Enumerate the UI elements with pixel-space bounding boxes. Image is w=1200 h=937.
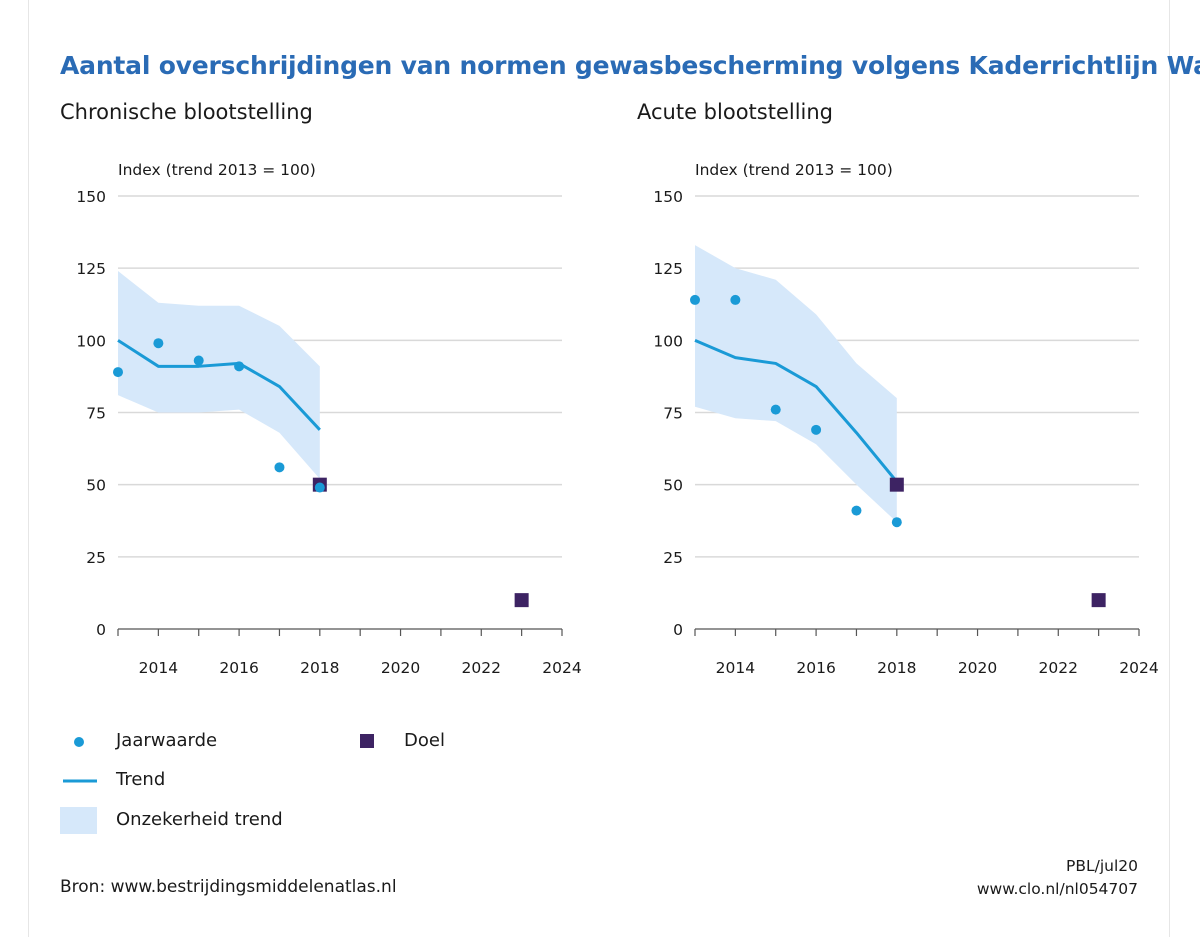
panel-title-chronisch: Chronische blootstelling <box>60 100 313 124</box>
panel-1-y-tick-label: 100 <box>76 332 106 350</box>
panel-2-x-tick-label: 2014 <box>716 659 755 677</box>
panel-2-x-tick-label: 2022 <box>1039 659 1078 677</box>
panel-1-jaarwaarde-point <box>153 338 164 349</box>
credit-text: PBL/jul20 <box>1066 857 1138 875</box>
panel-1-jaarwaarde-point <box>193 355 204 366</box>
panel-1-y-axis-label: Index (trend 2013 = 100) <box>118 161 316 179</box>
panel-2-trend-line <box>694 338 898 483</box>
legend-doel-marker <box>360 734 374 748</box>
panel-1-jaarwaarde-point <box>314 482 325 493</box>
panel-2-x-tick-label: 2018 <box>877 659 916 677</box>
panel-1-y-tick-label: 25 <box>86 549 106 567</box>
clo-url-text: www.clo.nl/nl054707 <box>976 880 1138 898</box>
legend-trend-label: Trend <box>116 769 166 790</box>
panel-1-x-tick-label: 2020 <box>381 659 420 677</box>
panel-2-jaarwaarde-point <box>891 517 902 528</box>
panel-2-uncertainty-band <box>695 245 897 523</box>
panel-2-y-tick-label: 150 <box>653 188 683 206</box>
panel-1-jaarwaarde-point <box>274 462 285 473</box>
chart-title: Aantal overschrijdingen van normen gewas… <box>60 51 1200 80</box>
panel-2-jaarwaarde-point <box>770 404 781 415</box>
panel-2-y-tick-label: 50 <box>663 477 683 495</box>
panel-1-y-tick-label: 50 <box>86 477 106 495</box>
panel-1-trend-line <box>117 339 321 431</box>
legend-jaarwaarde-marker <box>74 737 84 747</box>
chart-frame <box>28 0 1170 937</box>
panel-2-y-tick-label: 25 <box>663 549 683 567</box>
source-text: Bron: www.bestrijdingsmiddelenatlas.nl <box>60 877 397 897</box>
panel-2-jaarwaarde-point <box>690 294 700 305</box>
panel-2-y-tick-label: 0 <box>673 621 683 639</box>
panel-2-x-tick-label: 2020 <box>958 659 997 677</box>
panel-1-y-tick-label: 125 <box>76 260 106 278</box>
panel-2-x-tick-label: 2016 <box>796 659 835 677</box>
panel-2-x-tick-label: 2024 <box>1119 659 1158 677</box>
panel-2-jaarwaarde-point <box>811 424 822 435</box>
panel-2-y-tick-label: 100 <box>653 332 683 350</box>
panel-1-y-tick-label: 0 <box>96 621 106 639</box>
panel-2-goal-marker <box>889 477 904 492</box>
legend-onzekerheid-label: Onzekerheid trend <box>116 809 283 830</box>
panel-2-goal-marker <box>1091 593 1106 608</box>
panel-1-x-tick-label: 2022 <box>462 659 501 677</box>
panel-1-x-tick-label: 2024 <box>542 659 581 677</box>
panel-1-x-tick-label: 2014 <box>139 659 178 677</box>
legend-doel-label: Doel <box>404 730 445 751</box>
panel-1-y-tick-label: 150 <box>76 188 106 206</box>
panel-1-jaarwaarde-point <box>234 361 245 372</box>
panel-1-uncertainty-band <box>118 271 320 479</box>
panel-2-y-axis-label: Index (trend 2013 = 100) <box>695 161 893 179</box>
panel-1-x-tick-label: 2018 <box>300 659 339 677</box>
panel-1-jaarwaarde-point <box>113 367 123 378</box>
panel-2-jaarwaarde-point <box>851 505 862 516</box>
panel-1-y-tick-label: 75 <box>86 405 106 423</box>
panel-2-y-tick-label: 125 <box>653 260 683 278</box>
panel-1-x-tick-label: 2016 <box>219 659 258 677</box>
panel-2-jaarwaarde-point <box>730 294 741 305</box>
panel-2-y-tick-label: 75 <box>663 405 683 423</box>
legend-jaarwaarde-label: Jaarwaarde <box>116 730 218 751</box>
panel-1-goal-marker <box>514 593 529 608</box>
panel-title-acuut: Acute blootstelling <box>637 100 834 124</box>
legend-onzekerheid-marker <box>60 807 97 834</box>
